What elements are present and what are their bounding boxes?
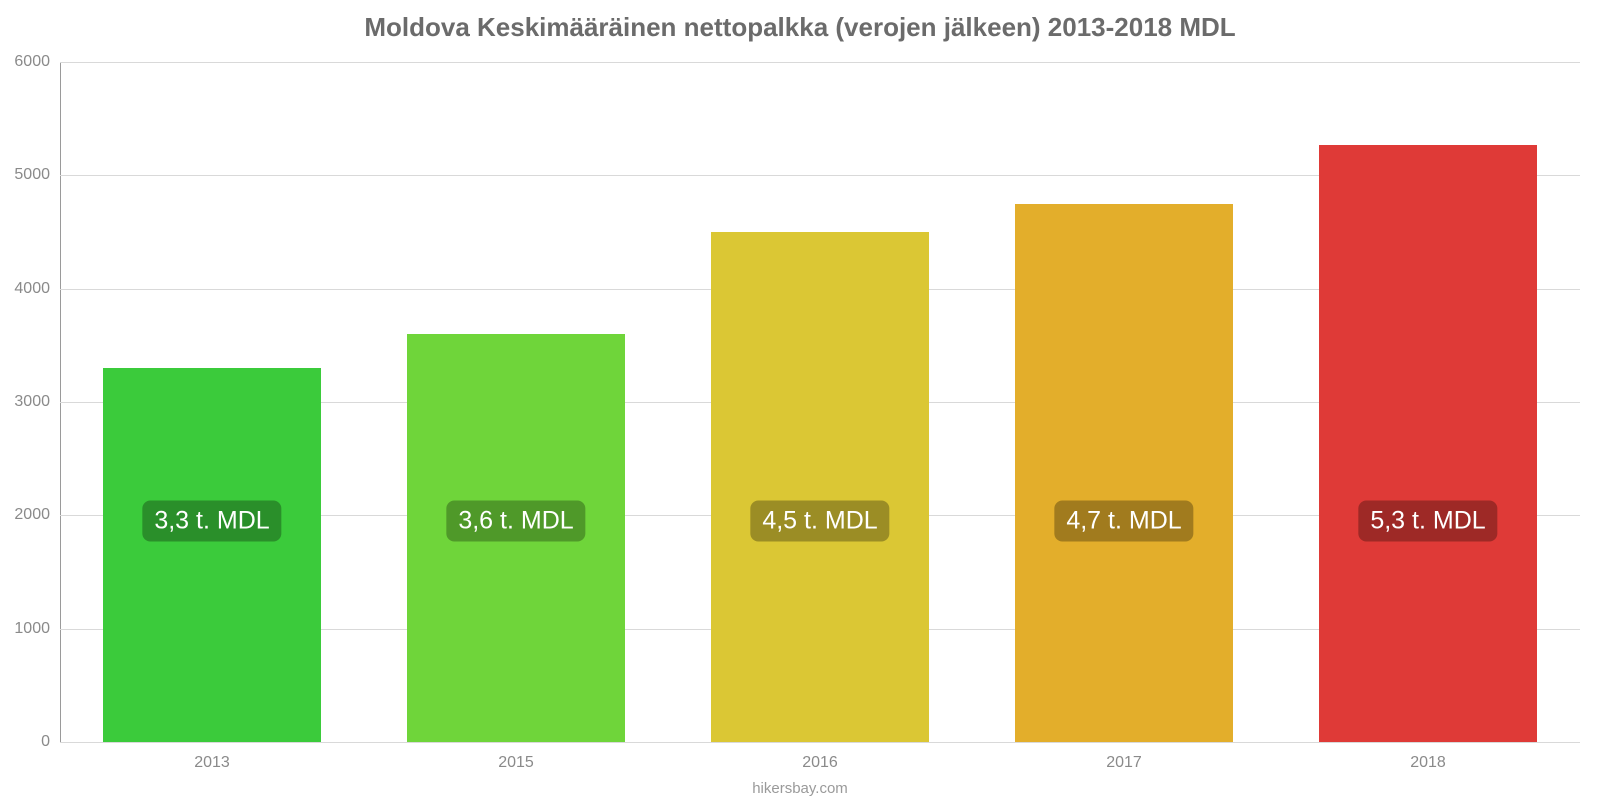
bar	[1015, 204, 1234, 742]
y-tick-label: 0	[41, 733, 60, 751]
gridline	[60, 62, 1580, 63]
bar-value-label: 4,7 t. MDL	[1054, 501, 1193, 542]
y-tick-label: 6000	[14, 53, 60, 71]
y-tick-label: 5000	[14, 166, 60, 184]
chart-title: Moldova Keskimääräinen nettopalkka (vero…	[0, 0, 1600, 43]
bar	[1319, 145, 1538, 742]
bar-value-label: 4,5 t. MDL	[750, 501, 889, 542]
source-label: hikersbay.com	[752, 780, 848, 797]
bar-value-label: 3,6 t. MDL	[446, 501, 585, 542]
salary-bar-chart: Moldova Keskimääräinen nettopalkka (vero…	[0, 0, 1600, 800]
x-tick-label: 2018	[1410, 742, 1446, 772]
x-tick-label: 2016	[802, 742, 838, 772]
y-tick-label: 1000	[14, 620, 60, 638]
bar-value-label: 3,3 t. MDL	[142, 501, 281, 542]
x-tick-label: 2017	[1106, 742, 1142, 772]
y-tick-label: 4000	[14, 280, 60, 298]
y-tick-label: 2000	[14, 506, 60, 524]
y-tick-label: 3000	[14, 393, 60, 411]
x-tick-label: 2015	[498, 742, 534, 772]
bar	[711, 232, 930, 742]
bar	[103, 368, 322, 742]
bar-value-label: 5,3 t. MDL	[1358, 501, 1497, 542]
plot-area: 01000200030004000500060003,3 t. MDL20133…	[60, 62, 1580, 742]
x-tick-label: 2013	[194, 742, 230, 772]
